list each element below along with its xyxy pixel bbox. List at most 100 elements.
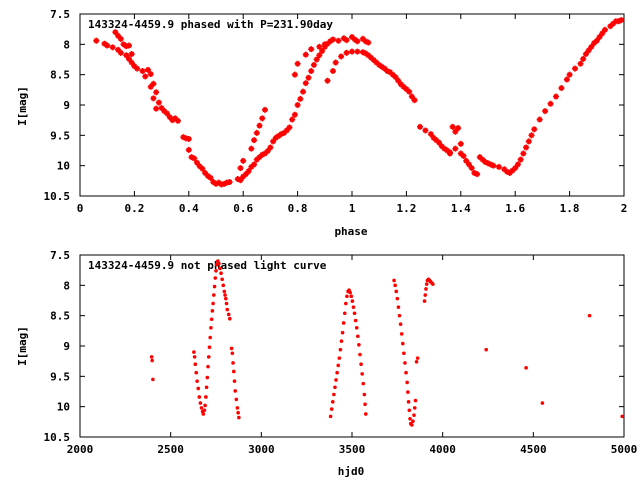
unphased-data-point (357, 342, 361, 347)
unphased-y-tick-label: 7.5 (50, 249, 70, 262)
phased-data-point (580, 55, 587, 62)
unphased-data-point (223, 293, 227, 297)
phased-data-point (272, 134, 279, 141)
unphased-data-point (395, 296, 400, 301)
phased-data-point (123, 52, 130, 59)
unphased-data-point (150, 358, 154, 363)
unphased-data-point (227, 316, 232, 321)
unphased-data-point (214, 268, 218, 273)
phased-data-point (251, 161, 258, 168)
phased-data-point (275, 132, 282, 139)
unphased-data-point (332, 392, 336, 397)
unphased-data-point (356, 334, 360, 339)
unphased-data-point (204, 385, 209, 390)
phased-x-tick-label: 1.6 (505, 202, 525, 215)
unphased-data-point (194, 370, 199, 375)
unphased-data-point (196, 386, 201, 391)
unphased-data-point (207, 345, 212, 350)
unphased-data-point (404, 370, 408, 375)
unphased-data-point (359, 362, 363, 367)
phased-data-point (324, 77, 331, 84)
unphased-data-point (352, 311, 357, 316)
phased-data-point (373, 59, 380, 66)
unphased-data-point (237, 415, 241, 420)
unphased-plot-frame (79, 254, 625, 438)
phased-data-point (444, 147, 451, 154)
phased-data-point (283, 127, 290, 134)
unphased-data-point (363, 402, 367, 407)
phased-data-point (147, 71, 154, 78)
unphased-data-point (414, 359, 419, 364)
phased-data-point (240, 173, 247, 180)
unphased-data-point (206, 364, 210, 369)
unphased-data-point (524, 366, 528, 370)
unphased-data-point (201, 412, 206, 416)
phased-data-point (125, 42, 132, 49)
unphased-data-point (351, 305, 356, 309)
unphased-data-point (229, 346, 234, 351)
unphased-data-point (192, 355, 197, 359)
phased-data-point (125, 55, 132, 62)
phased-data-point (618, 17, 625, 24)
unphased-data-point (234, 397, 239, 402)
phased-data-point (281, 129, 287, 136)
phased-data-point (221, 180, 228, 187)
phased-data-point (169, 117, 176, 124)
unphased-data-point (405, 380, 409, 385)
phased-data-point (449, 123, 456, 130)
phased-data-point (501, 166, 508, 173)
phased-data-point (525, 138, 532, 145)
phased-data-point (300, 88, 307, 95)
unphased-data-point (424, 287, 428, 291)
phased-data-point (199, 165, 206, 172)
unphased-x-tick-label: 2500 (157, 443, 184, 456)
phased-data-point (134, 65, 141, 72)
phased-data-point (302, 80, 309, 87)
phased-data-point (362, 50, 369, 57)
unphased-data-point (344, 301, 348, 306)
phased-data-point (536, 116, 543, 123)
phased-data-point (547, 100, 554, 107)
unphased-x-tick-label: 5000 (611, 443, 638, 456)
phased-data-point (164, 110, 171, 117)
phased-data-point (593, 37, 600, 44)
phased-x-tick-label: 1.8 (560, 202, 580, 215)
phased-data-point (305, 74, 312, 81)
unphased-data-point (213, 276, 218, 280)
phased-data-point (158, 105, 165, 112)
phased-data-point (607, 23, 614, 30)
phased-data-point (520, 150, 527, 157)
phased-x-tick-label: 0.8 (288, 202, 308, 215)
phased-data-point (289, 116, 296, 123)
unphased-data-point (205, 375, 210, 380)
phased-data-point (411, 97, 418, 104)
unphased-data-point (342, 311, 347, 316)
unphased-data-point (361, 381, 366, 386)
unphased-data-point (329, 407, 334, 411)
phased-data-point (332, 59, 339, 66)
phased-data-point (588, 43, 595, 50)
unphased-data-point (587, 313, 592, 318)
phased-data-point (615, 18, 622, 25)
unphased-data-point (230, 351, 235, 356)
unphased-data-point (398, 322, 403, 326)
unphased-data-point (235, 406, 240, 410)
phased-data-point (261, 106, 268, 113)
phased-data-point (278, 131, 285, 138)
phased-data-point (433, 137, 440, 144)
phased-data-point (308, 68, 315, 75)
unphased-data-point (334, 378, 338, 382)
phased-data-point (359, 35, 366, 42)
phased-data-point (256, 154, 263, 161)
unphased-data-point (220, 277, 224, 282)
phased-data-point (517, 156, 524, 163)
unphased-data-point (192, 350, 196, 354)
unphased-data-point (198, 401, 203, 405)
unphased-data-point (197, 395, 202, 399)
unphased-light-curve-panel: 143324-4459.9 not phased light curve hjd… (16, 249, 637, 478)
phased-plot-frame (79, 13, 625, 197)
phased-y-tick-label: 10 (57, 160, 70, 173)
phased-data-point (378, 63, 385, 70)
